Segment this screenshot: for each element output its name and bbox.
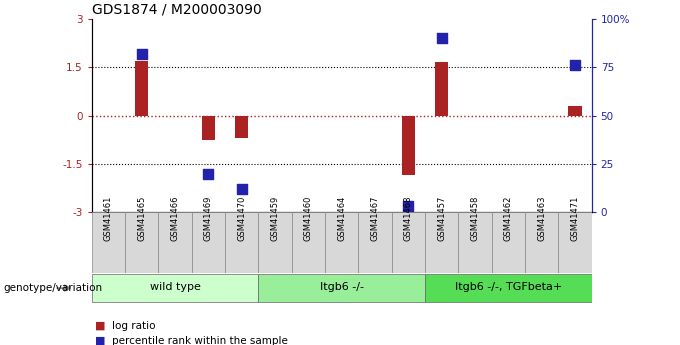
Bar [135, 61, 148, 116]
Text: GSM41457: GSM41457 [437, 196, 446, 241]
Text: GSM41464: GSM41464 [337, 196, 346, 241]
Text: GSM41471: GSM41471 [571, 196, 579, 241]
Bar [435, 62, 448, 116]
Bar [402, 116, 415, 175]
FancyBboxPatch shape [92, 274, 258, 302]
Text: Itgb6 -/-: Itgb6 -/- [320, 283, 364, 293]
FancyBboxPatch shape [358, 212, 392, 273]
Bar [568, 106, 581, 116]
Point [203, 171, 214, 176]
Text: percentile rank within the sample: percentile rank within the sample [112, 336, 288, 345]
Point [237, 186, 248, 192]
Text: GSM41467: GSM41467 [371, 196, 379, 241]
Text: GSM41466: GSM41466 [171, 196, 180, 241]
Point [403, 204, 413, 209]
Text: ■: ■ [95, 321, 105, 331]
FancyBboxPatch shape [92, 212, 125, 273]
FancyBboxPatch shape [425, 274, 592, 302]
Text: GSM41470: GSM41470 [237, 196, 246, 241]
FancyBboxPatch shape [158, 212, 192, 273]
FancyBboxPatch shape [492, 212, 525, 273]
Text: GSM41462: GSM41462 [504, 196, 513, 241]
Text: genotype/variation: genotype/variation [3, 283, 103, 293]
Point [437, 36, 447, 41]
Text: GSM41458: GSM41458 [471, 196, 479, 241]
Text: wild type: wild type [150, 283, 201, 293]
FancyBboxPatch shape [525, 212, 558, 273]
FancyBboxPatch shape [258, 212, 292, 273]
FancyBboxPatch shape [225, 212, 258, 273]
FancyBboxPatch shape [292, 212, 325, 273]
Bar [202, 116, 215, 140]
Text: ■: ■ [95, 336, 105, 345]
FancyBboxPatch shape [425, 212, 458, 273]
Text: Itgb6 -/-, TGFbeta+: Itgb6 -/-, TGFbeta+ [455, 283, 562, 293]
Text: GSM41463: GSM41463 [537, 196, 546, 241]
FancyBboxPatch shape [392, 212, 425, 273]
Text: GSM41465: GSM41465 [137, 196, 146, 241]
Text: GSM41461: GSM41461 [104, 196, 113, 241]
Text: GSM41459: GSM41459 [271, 196, 279, 241]
FancyBboxPatch shape [125, 212, 158, 273]
Point [570, 62, 581, 68]
FancyBboxPatch shape [192, 212, 225, 273]
FancyBboxPatch shape [558, 212, 592, 273]
Bar [235, 116, 248, 138]
Text: GDS1874 / M200003090: GDS1874 / M200003090 [92, 2, 262, 17]
Text: log ratio: log ratio [112, 321, 156, 331]
FancyBboxPatch shape [258, 274, 425, 302]
Point [136, 51, 147, 57]
Text: GSM41460: GSM41460 [304, 196, 313, 241]
Text: GSM41468: GSM41468 [404, 196, 413, 241]
FancyBboxPatch shape [325, 212, 358, 273]
Text: GSM41469: GSM41469 [204, 196, 213, 241]
FancyBboxPatch shape [458, 212, 492, 273]
